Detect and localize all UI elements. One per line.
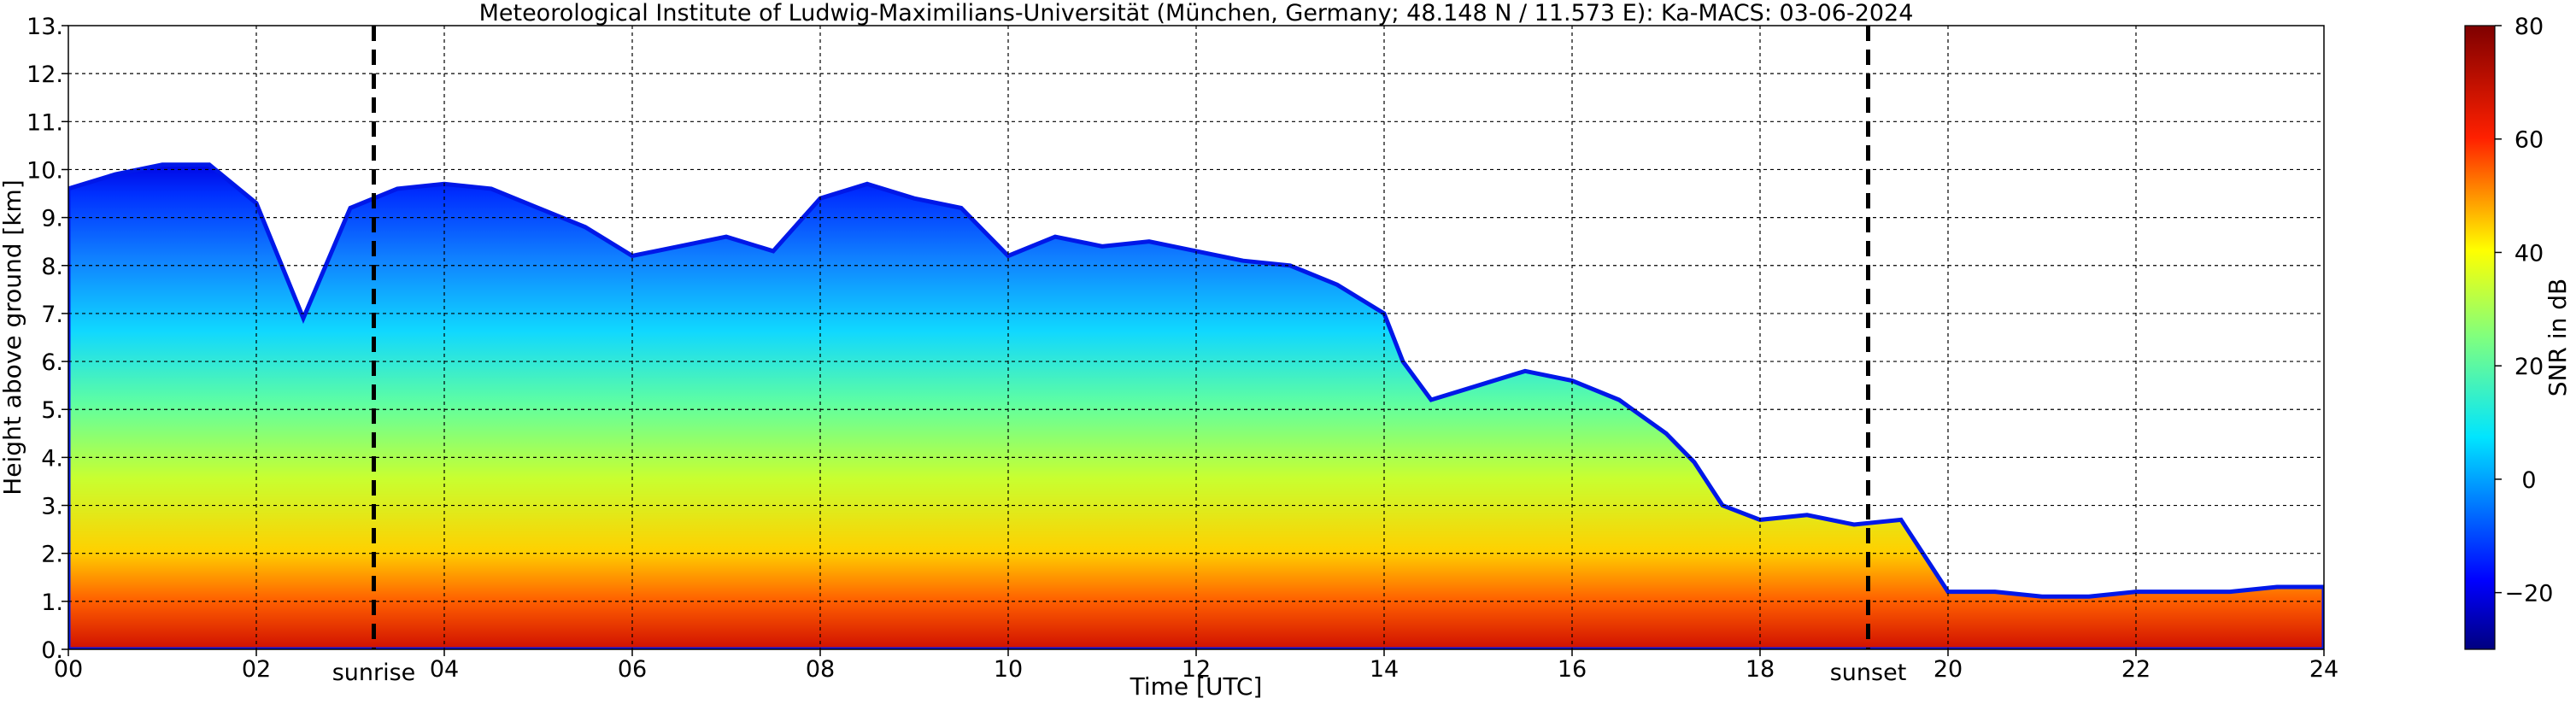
echo-top-edge: [68, 162, 2324, 649]
x-tick-label: 04: [430, 656, 459, 683]
x-tick-label: 10: [994, 656, 1023, 683]
y-tick-label: 7.: [41, 302, 63, 328]
colorbar-tick-label: 40: [2514, 240, 2544, 267]
annotation-label-sunrise: sunrise: [332, 660, 416, 686]
colorbar-tick-label: 20: [2514, 354, 2544, 380]
y-tick-label: 3.: [41, 494, 63, 520]
y-tick-label: 12.: [26, 62, 63, 88]
annotation-label-sunset: sunset: [1830, 660, 1907, 686]
y-tick-label: 13.: [26, 14, 63, 40]
sun-annotations: sunrise sunset: [332, 26, 1907, 686]
y-axis: 0. 1. 2. 3. 4. 5. 6. 7. 8. 9. 10. 11. 12. 13.: [26, 14, 68, 664]
y-tick-label: 11.: [26, 109, 63, 136]
colorbar-gradient: [2465, 26, 2495, 649]
colorbar-label: SNR in dB: [2544, 279, 2572, 396]
colorbar: −20 0 20 40 60 80: [2464, 14, 2554, 650]
x-axis-label: Time [UTC]: [1130, 672, 1263, 701]
x-tick-label: 06: [618, 656, 647, 683]
colorbar-tick-label: 60: [2514, 127, 2544, 154]
x-tick-label: 16: [1558, 656, 1587, 683]
colorbar-tick-label: −20: [2505, 581, 2554, 607]
y-tick-label: 4.: [41, 445, 63, 472]
x-tick-label: 08: [806, 656, 835, 683]
x-tick-label: 12: [1182, 656, 1211, 683]
x-tick-label: 14: [1370, 656, 1399, 683]
y-axis-label: Height above ground [km]: [0, 179, 26, 496]
x-axis: 00 02 04 06 08 10 12 14 16 18 20 22 24: [54, 649, 2338, 683]
echo-field: [68, 164, 2324, 649]
x-tick-label: 00: [54, 656, 83, 683]
x-tick-label: 24: [2309, 656, 2338, 683]
plot-area: [68, 162, 2324, 649]
y-tick-label: 5.: [41, 397, 63, 424]
y-tick-label: 2.: [41, 542, 63, 568]
grid-lines: [68, 26, 2324, 649]
x-tick-label: 22: [2121, 656, 2151, 683]
x-tick-label: 02: [242, 656, 271, 683]
y-tick-label: 1.: [41, 590, 63, 616]
y-tick-label: 10.: [26, 157, 63, 184]
y-tick-label: 8.: [41, 254, 63, 280]
y-tick-label: 0.: [41, 637, 63, 664]
x-tick-label: 18: [1746, 656, 1775, 683]
chart-title: Meteorological Institute of Ludwig-Maxim…: [479, 0, 1914, 26]
colorbar-tick-label: 80: [2514, 14, 2544, 40]
y-tick-label: 9.: [41, 206, 63, 232]
colorbar-frame: [2464, 25, 2496, 650]
y-tick-label: 6.: [41, 349, 63, 376]
colorbar-tick-label: 0: [2521, 467, 2536, 494]
x-tick-label: 20: [1933, 656, 1963, 683]
